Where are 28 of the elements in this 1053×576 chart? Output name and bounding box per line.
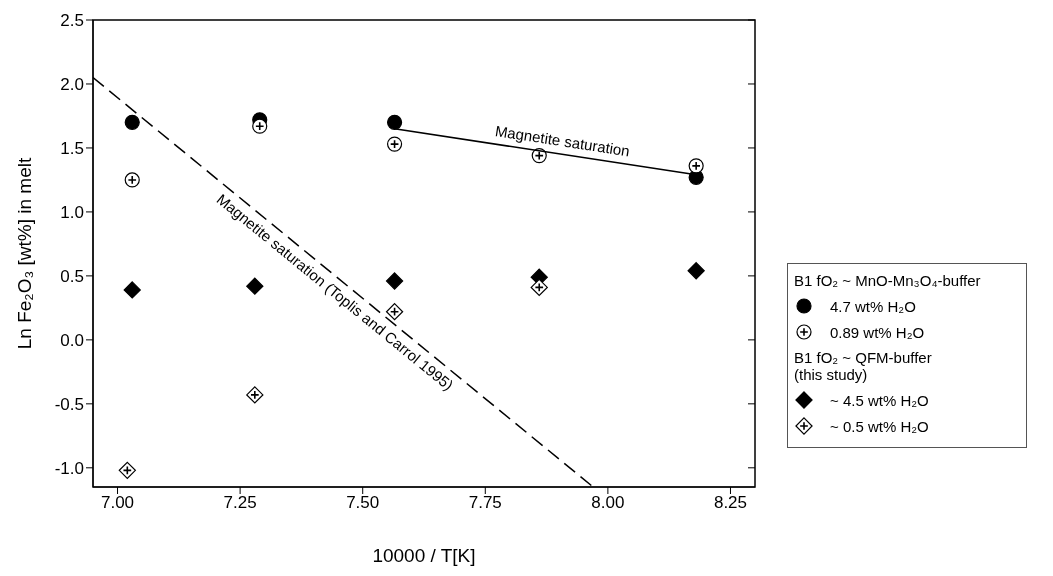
point <box>385 272 404 290</box>
legend-label: 4.7 wt% H₂O <box>830 297 916 315</box>
y-tick-label: 2.5 <box>60 11 84 31</box>
legend-label: ~ 4.5 wt% H₂O <box>830 391 929 409</box>
x-tick-label: 7.25 <box>223 493 257 513</box>
y-tick-label: 1.5 <box>60 138 84 158</box>
legend-label: 0.89 wt% H₂O <box>830 323 925 341</box>
y-tick-label: 2.0 <box>60 75 84 95</box>
x-tick-label: 7.50 <box>346 493 380 513</box>
text: Magnetite saturation <box>494 122 631 160</box>
y-tick-label: -1.0 <box>54 458 84 478</box>
y-axis-title: Ln Fe₂O₃ [wt%] in melt <box>14 157 35 350</box>
x-axis-title: 10000 / T[K] <box>372 545 476 567</box>
x-tick-label: 7.00 <box>100 493 135 513</box>
point <box>246 277 264 295</box>
text: B1 fO₂ ~ QFM-buffer (this study) <box>794 349 932 383</box>
point <box>123 281 141 299</box>
point <box>687 262 705 280</box>
legend-label: ~ 0.5 wt% H₂O <box>830 417 929 435</box>
y-tick-label: -0.5 <box>54 394 84 414</box>
y-tick-label: 0.0 <box>60 330 84 350</box>
y-tick-label: 0.5 <box>60 266 84 286</box>
x-tick-label: 8.00 <box>591 493 625 513</box>
point <box>246 386 264 404</box>
x-tick-label: 8.25 <box>713 493 748 513</box>
y-tick-label: 1.0 <box>60 202 84 222</box>
legend-title: B1 fO₂ ~ MnO-Mn₃O₄-buffer <box>794 272 981 289</box>
x-tick-label: 7.75 <box>468 493 502 513</box>
